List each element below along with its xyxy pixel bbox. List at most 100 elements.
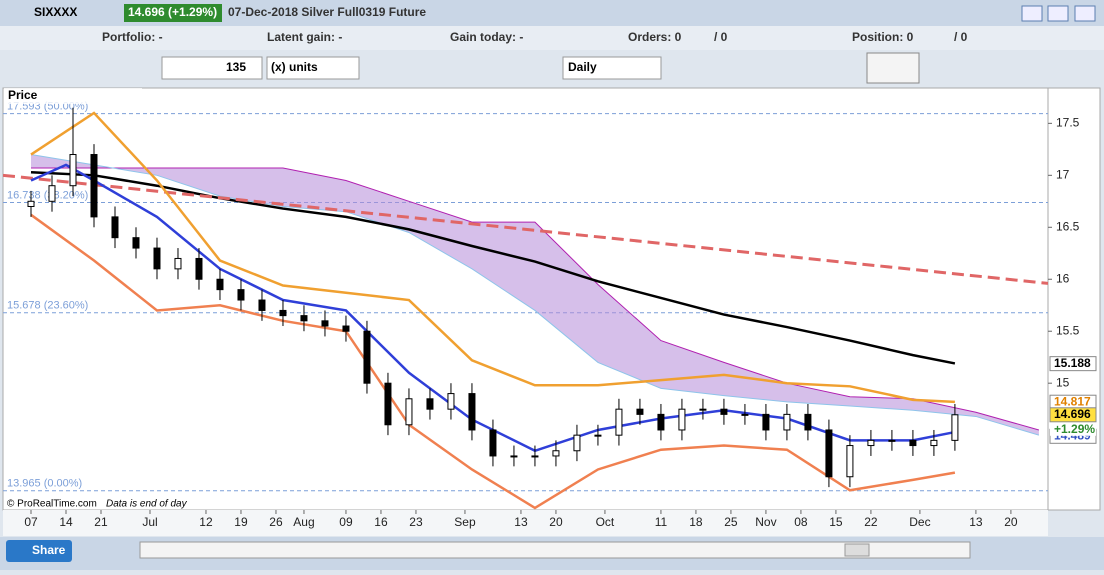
candle-body [741, 413, 749, 416]
x-tick-label: 20 [549, 515, 563, 529]
candle-body [153, 247, 161, 270]
candle-body [510, 455, 518, 458]
y-tick-label: 16 [1056, 271, 1070, 285]
x-tick-label: 20 [1004, 515, 1018, 529]
candle-body [69, 154, 77, 187]
candle-body [825, 429, 833, 478]
x-tick-label: 16 [374, 515, 388, 529]
candle-body [867, 439, 875, 447]
x-tick-label: Sep [454, 515, 476, 529]
window-button[interactable] [1074, 5, 1096, 22]
fib-label: 16.738 (38.20%) [7, 189, 88, 201]
quantity-input[interactable] [161, 56, 263, 80]
x-tick-label: 09 [339, 515, 353, 529]
price-marker: 15.188 [1054, 356, 1091, 370]
candle-body [552, 450, 560, 457]
candle-body [90, 154, 98, 218]
candle-body [888, 439, 896, 442]
share-button[interactable] [6, 540, 72, 562]
indicator-line [30, 213, 956, 510]
candle-body [678, 408, 686, 431]
scroll-thumb[interactable] [844, 543, 870, 557]
orders: Orders: 0 [628, 30, 682, 44]
candle-body [279, 309, 287, 317]
candle-body [237, 289, 245, 301]
candle-body [321, 320, 329, 327]
indicator-button[interactable] [866, 52, 920, 84]
y-tick-label: 15 [1056, 375, 1070, 389]
symbol[interactable]: SIXXXX [34, 5, 77, 19]
cloud-upper [30, 167, 1040, 431]
units-select[interactable] [266, 56, 360, 80]
period-select[interactable] [562, 56, 662, 80]
x-tick-label: 18 [689, 515, 703, 529]
x-tick-label: 21 [94, 515, 108, 529]
x-tick-label: 07 [24, 515, 38, 529]
candle-body [111, 216, 119, 239]
candle-body [468, 393, 476, 431]
x-tick-label: 13 [514, 515, 528, 529]
x-tick-label: 25 [724, 515, 738, 529]
indicator-line [3, 173, 1048, 285]
candle-body [846, 445, 854, 478]
window-button[interactable] [1047, 5, 1069, 22]
price-marker: 14.696 [1054, 407, 1091, 421]
price-marker-box [1049, 407, 1097, 423]
candle-body [342, 325, 350, 332]
candle-body [300, 315, 308, 322]
share-label: Share [32, 543, 66, 557]
x-tick-label: 14 [59, 515, 73, 529]
candle-body [930, 439, 938, 447]
candle-body [615, 408, 623, 436]
indicator-line [30, 111, 955, 404]
x-tick-label: 26 [269, 515, 283, 529]
y-tick-label: 17 [1056, 167, 1070, 181]
y-tick-label: 16.5 [1056, 219, 1080, 233]
candle-body [699, 408, 707, 411]
candle-body [405, 398, 413, 426]
cloud-fill [30, 154, 1039, 436]
change-label: +1.29% [1054, 422, 1095, 436]
note: Data is end of day [106, 499, 188, 510]
x-tick-label: Dec [909, 515, 930, 529]
plot: 17.593 (50.00%)16.738 (38.20%)15.678 (23… [3, 101, 1048, 510]
indicator-line [30, 170, 956, 365]
candle-body [216, 278, 224, 291]
fib-label: 15.678 (23.60%) [7, 300, 88, 312]
panel-header [4, 88, 142, 104]
candle-body [951, 414, 959, 441]
quote-box [124, 4, 222, 22]
window-button[interactable] [1021, 5, 1043, 22]
price-axis [1047, 87, 1101, 511]
x-tick-label: 19 [234, 515, 248, 529]
y-tick-label: 17.5 [1056, 116, 1080, 130]
gain-today: Gain today: - [450, 30, 523, 44]
candle-body [594, 434, 602, 437]
quote: 14.696 (+1.29%) [128, 5, 217, 19]
candle-body [783, 413, 791, 431]
candle-body [174, 257, 182, 270]
change-box [1050, 422, 1096, 436]
x-tick-label: 08 [794, 515, 808, 529]
scrollbar[interactable] [139, 541, 971, 559]
x-tick-label: Nov [755, 515, 776, 529]
candle-body [720, 408, 728, 415]
x-tick-label: 22 [864, 515, 878, 529]
candle-body [573, 434, 581, 452]
candle-body [48, 185, 56, 202]
candle-body [531, 455, 539, 458]
cloud-lower [30, 154, 1040, 436]
price-marker-box [1049, 356, 1097, 372]
status-bar [0, 26, 1104, 50]
candle-body [258, 299, 266, 311]
price-marker: 14.817 [1054, 394, 1091, 408]
quantity: 135 [226, 60, 246, 74]
date-axis [3, 510, 1048, 536]
candle-body [489, 429, 497, 457]
x-tick-label: Jul [142, 515, 157, 529]
candle-body [132, 237, 140, 249]
position: Position: 0 [852, 30, 914, 44]
x-tick-label: 13 [969, 515, 983, 529]
x-tick-label: Aug [293, 515, 314, 529]
